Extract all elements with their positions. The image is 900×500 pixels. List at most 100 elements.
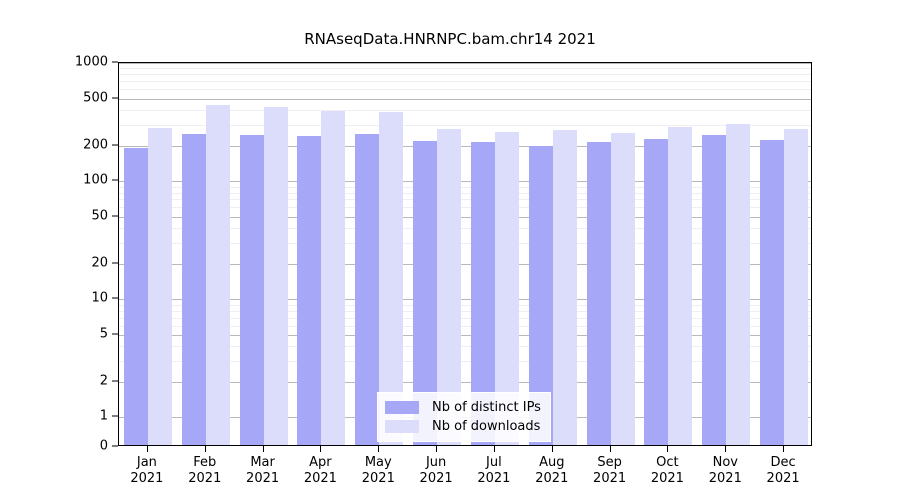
gridline-minor [119, 74, 811, 76]
gridline-minor [119, 110, 811, 111]
bar-downloads [784, 129, 809, 445]
y-axis-tick-mark [112, 144, 118, 146]
bar-distinct-ips [181, 134, 206, 445]
legend-item[interactable]: Nb of distinct IPs [385, 398, 541, 417]
y-axis-tick-mark [112, 97, 118, 99]
x-axis-tick-label-month: Mar [250, 455, 275, 470]
gridline-minor [119, 346, 811, 348]
x-axis-tick-label: Jul 2021 [477, 455, 510, 487]
x-axis-tick-label-month: Nov [712, 455, 738, 470]
gridline-minor [119, 361, 811, 363]
gridline-minor [119, 242, 811, 244]
y-axis-tick-mark [112, 445, 118, 447]
y-axis-tick-label: 5 [99, 326, 108, 342]
legend-swatch-icon [385, 420, 419, 433]
x-axis-tick-label: Oct 2021 [651, 455, 684, 487]
y-axis-tick-mark [112, 297, 118, 299]
y-axis-tick-label: 100 [83, 172, 108, 188]
bar-downloads [147, 128, 172, 445]
x-axis-tick-label-year: 2021 [708, 471, 742, 486]
x-axis-tick-label-month: Sep [597, 455, 622, 470]
chart-title: RNAseqData.HNRNPC.bam.chr14 2021 [304, 30, 596, 48]
legend-item[interactable]: Nb of downloads [385, 417, 541, 436]
gridline-major [119, 63, 811, 64]
gridline-minor [119, 186, 811, 188]
gridline-minor [119, 325, 811, 327]
x-axis-tick-label-month: Feb [193, 455, 217, 470]
y-axis-tick-label: 10 [91, 290, 108, 306]
x-axis-tick-label: Jun 2021 [420, 455, 453, 487]
x-axis-tick-mark [146, 446, 148, 452]
bar-distinct-ips [760, 139, 785, 445]
x-axis-tick-label: Nov 2021 [709, 455, 742, 487]
y-axis-tick-mark [112, 333, 118, 335]
bar-distinct-ips [702, 135, 727, 445]
bar-distinct-ips [355, 134, 380, 445]
bar-downloads [610, 132, 635, 445]
bar-downloads [552, 129, 577, 445]
y-axis-tick-mark [112, 262, 118, 264]
x-axis-tick-label-month: Dec [770, 455, 796, 470]
bar-downloads [321, 110, 346, 445]
gridline-minor [119, 228, 811, 230]
y-axis-tick-label: 200 [83, 137, 108, 153]
x-axis-tick-label: Feb 2021 [188, 455, 221, 487]
x-axis-tick-label: Apr 2021 [304, 455, 337, 487]
bar-distinct-ips [239, 135, 264, 445]
y-axis-tick-label: 1000 [74, 54, 108, 70]
x-axis-tick-label: Jan 2021 [130, 455, 163, 487]
gridline-minor [119, 192, 811, 194]
y-axis-tick-mark [112, 380, 118, 382]
x-axis-tick-mark [436, 446, 438, 452]
y-axis-tick-label: 500 [83, 90, 108, 106]
x-axis-tick-label-year: 2021 [535, 471, 569, 486]
chart-legend: Nb of distinct IPs Nb of downloads [377, 392, 551, 442]
x-axis-tick-label-year: 2021 [246, 471, 280, 486]
gridline-minor [119, 207, 811, 209]
x-axis-tick-mark [493, 446, 495, 452]
x-axis-tick-label: Dec 2021 [767, 455, 800, 487]
gridline-major [119, 263, 811, 265]
x-axis-tick-mark [609, 446, 611, 452]
y-axis-tick-label: 0 [99, 438, 108, 454]
y-axis-tick-mark [112, 215, 118, 217]
gridline-minor [119, 310, 811, 312]
y-axis-tick-label: 2 [99, 373, 108, 389]
x-axis-tick-mark [783, 446, 785, 452]
gridline-major [119, 98, 811, 100]
x-axis-tick-label-year: 2021 [130, 471, 164, 486]
x-axis-tick-label-year: 2021 [650, 471, 684, 486]
gridline-major [119, 181, 811, 183]
x-axis-tick-mark [667, 446, 669, 452]
x-axis-tick-label-month: May [364, 455, 392, 470]
x-axis-tick-label: May 2021 [362, 455, 395, 487]
gridline-minor [119, 317, 811, 319]
x-axis-tick-label-month: Jun [425, 455, 447, 470]
x-axis-tick-mark [320, 446, 322, 452]
x-axis-tick-label-year: 2021 [477, 471, 511, 486]
gridline-minor [119, 89, 811, 91]
x-axis-tick-mark [551, 446, 553, 452]
gridline-major [119, 299, 811, 301]
bar-distinct-ips [123, 147, 148, 445]
plot-area [118, 62, 812, 446]
bar-distinct-ips [586, 142, 611, 445]
bar-downloads [668, 127, 693, 445]
y-axis-tick-mark [112, 61, 118, 63]
x-axis-tick-mark [378, 446, 380, 452]
x-axis-tick-label-year: 2021 [361, 471, 395, 486]
gridline-minor [119, 81, 811, 83]
x-axis-tick-mark [204, 446, 206, 452]
bar-downloads [205, 104, 230, 445]
x-axis-tick-label-month: Oct [656, 455, 679, 470]
gridline-major [119, 334, 811, 336]
gridline-minor [119, 304, 811, 306]
x-axis-tick-mark [725, 446, 727, 452]
x-axis-tick-label-month: Aug [539, 455, 565, 470]
y-axis-tick-mark [112, 179, 118, 181]
legend-label: Nb of distinct IPs [432, 400, 541, 415]
bar-distinct-ips [644, 138, 669, 445]
x-axis-tick-label-year: 2021 [766, 471, 800, 486]
bar-downloads [263, 107, 288, 445]
